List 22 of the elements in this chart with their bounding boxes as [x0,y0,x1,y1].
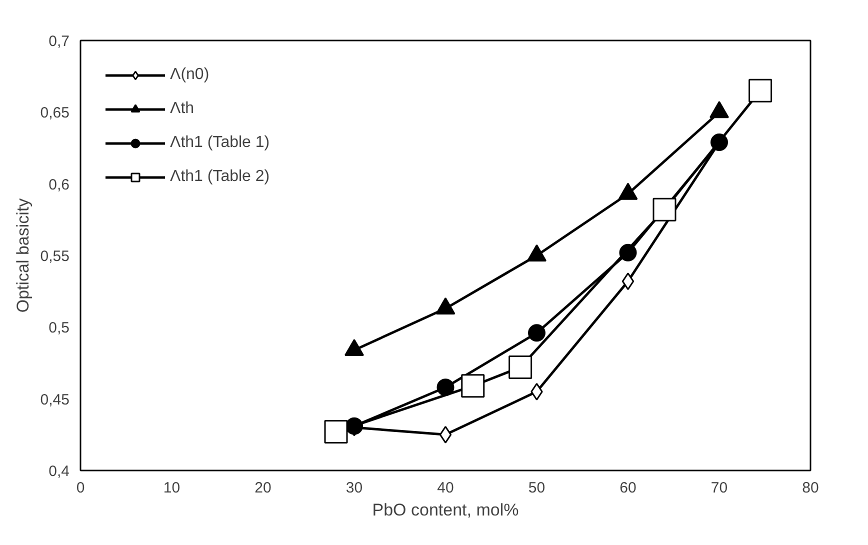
x-tick-label: 40 [437,480,454,496]
x-axis-title: PbO content, mol% [372,500,519,520]
y-tick-label: 0,7 [48,33,70,50]
x-tick-label: 30 [346,480,363,496]
y-tick-label: 0,6 [48,176,70,194]
legend-label: Λth1 (Table 1) [170,134,270,152]
legend-label: Λth [170,100,194,118]
x-tick-label: 20 [254,480,272,496]
legend-label: Λ(n0) [170,66,210,84]
x-tick-label: 70 [710,480,728,496]
y-tick-label: 0,5 [48,320,70,337]
x-tick-label: 10 [163,480,180,496]
y-tick-label: 0,45 [40,391,70,408]
y-tick-label: 0,65 [40,104,70,122]
x-tick-label: 60 [620,480,636,496]
y-axis-title: Optical basicity [13,198,32,313]
x-tick-label: 0 [76,480,85,496]
y-tick-label: 0,55 [40,248,70,265]
x-tick-label: 50 [528,480,546,496]
legend-label: Λth1 (Table 2) [170,168,270,186]
x-tick-label: 80 [802,480,819,496]
y-tick-label: 0,4 [48,463,70,480]
